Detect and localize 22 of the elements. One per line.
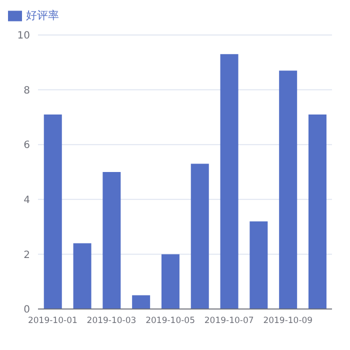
bar [161,254,180,309]
y-tick-label: 6 [24,140,30,152]
y-tick-label: 8 [24,85,30,96]
x-tick-label: 2019-10-03 [86,316,136,326]
bar [220,54,238,309]
y-tick-label: 2 [24,250,30,261]
bar [132,295,150,309]
bar [250,221,268,309]
x-tick-label: 2019-10-09 [263,316,313,326]
y-tick-label: 10 [17,30,30,42]
bar [102,172,121,309]
y-tick-label: 0 [24,304,30,316]
bar [279,70,298,309]
bar [73,243,92,309]
x-tick-label: 2019-10-07 [204,316,254,326]
x-tick-label: 2019-10-01 [28,316,78,326]
x-tick-label: 2019-10-05 [146,316,196,326]
bar [190,164,209,309]
legend-label: 好评率 [26,9,59,22]
bar [308,114,326,309]
bar [44,114,62,309]
y-tick-label: 4 [24,194,30,206]
